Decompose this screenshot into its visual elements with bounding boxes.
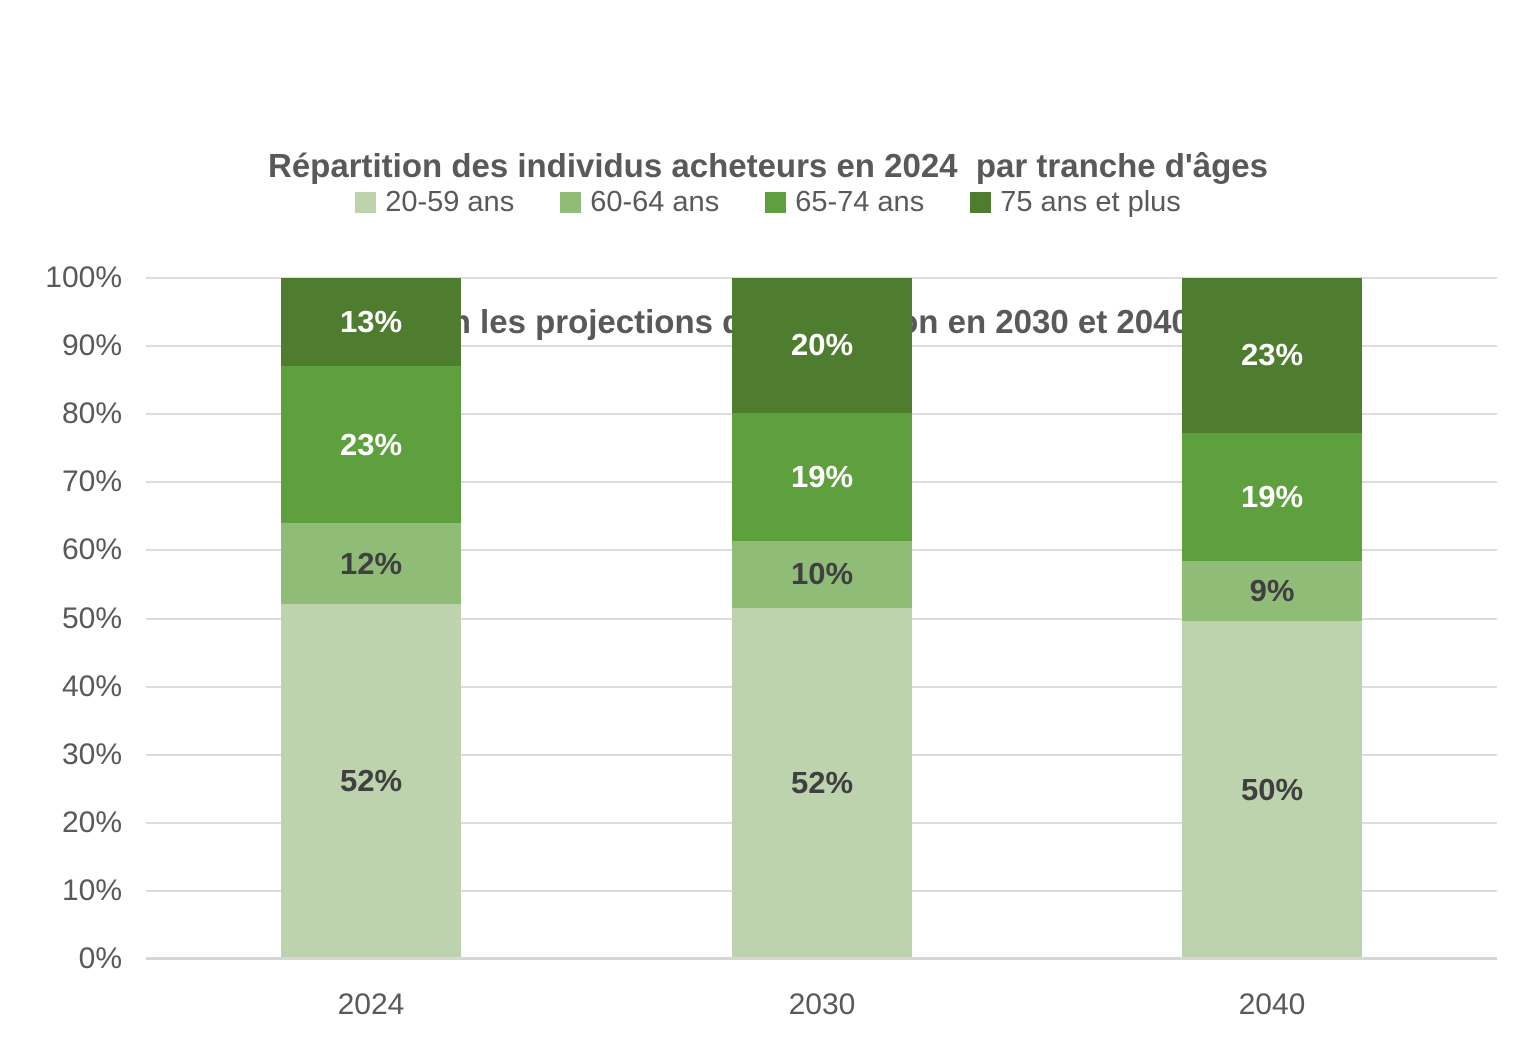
y-tick-label: 10% xyxy=(61,874,122,907)
legend-item: 20-59 ans xyxy=(355,186,514,219)
legend-label: 60-64 ans xyxy=(590,186,720,218)
data-label: 23% xyxy=(1240,337,1304,373)
legend-item: 75 ans et plus xyxy=(970,186,1181,219)
y-tick-label: 30% xyxy=(61,738,122,771)
legend-color-swatch xyxy=(560,192,582,213)
legend-color-swatch xyxy=(355,192,377,213)
bar-2024: 52% 12% 23% 13% xyxy=(281,278,461,958)
plot-area: 52% 12% 23% 13% 52% 10% 19% 20% 50% 9% 19% 23% xyxy=(146,277,1497,960)
y-tick-label: 0% xyxy=(78,942,122,975)
bar-segment: 23% xyxy=(281,366,461,523)
data-label: 10% xyxy=(790,556,854,592)
y-tick-label: 80% xyxy=(61,397,122,430)
bar-segment: 20% xyxy=(732,278,912,413)
bar-segment: 10% xyxy=(732,540,912,608)
y-tick-label: 60% xyxy=(61,533,122,566)
bar-2030: 52% 10% 19% 20% xyxy=(732,278,912,958)
legend-label: 75 ans et plus xyxy=(1000,186,1181,218)
bar-segment: 50% xyxy=(1182,621,1362,958)
data-label: 19% xyxy=(790,458,854,494)
bar-segment: 52% xyxy=(281,604,461,958)
chart-legend: 20-59 ans 60-64 ans 65-74 ans 75 ans et plu… xyxy=(0,186,1536,219)
y-tick-label: 90% xyxy=(61,329,122,362)
legend-item: 60-64 ans xyxy=(560,186,719,219)
y-tick-label: 70% xyxy=(61,465,122,498)
data-label: 19% xyxy=(1240,478,1304,514)
legend-color-swatch xyxy=(765,192,787,213)
x-tick-label: 2040 xyxy=(1238,988,1306,1021)
data-label: 52% xyxy=(790,764,854,800)
data-label: 20% xyxy=(790,327,854,363)
data-label: 52% xyxy=(339,763,403,799)
y-tick-label: 50% xyxy=(61,602,122,635)
chart-title-line1: Répartition des individus acheteurs en 2… xyxy=(267,147,1268,184)
legend-item: 65-74 ans xyxy=(765,186,924,219)
legend-color-swatch xyxy=(970,192,992,213)
x-tick-label: 2030 xyxy=(788,988,856,1021)
gridline xyxy=(146,277,1497,279)
y-tick-label: 100% xyxy=(45,261,122,294)
data-label: 9% xyxy=(1249,573,1295,609)
bar-segment: 23% xyxy=(1182,278,1362,433)
legend-label: 65-74 ans xyxy=(795,186,925,218)
data-label: 23% xyxy=(339,426,403,462)
bar-segment: 19% xyxy=(1182,432,1362,561)
bar-segment: 9% xyxy=(1182,560,1362,622)
bar-segment: 52% xyxy=(732,607,912,958)
data-label: 50% xyxy=(1240,771,1304,807)
bar-2040: 50% 9% 19% 23% xyxy=(1182,278,1362,958)
x-axis-line xyxy=(146,957,1497,960)
data-label: 13% xyxy=(339,304,403,340)
y-tick-label: 20% xyxy=(61,806,122,839)
data-label: 12% xyxy=(339,545,403,581)
bar-segment: 19% xyxy=(732,412,912,541)
bar-segment: 12% xyxy=(281,522,461,605)
x-tick-label: 2024 xyxy=(337,988,405,1021)
y-tick-label: 40% xyxy=(61,670,122,703)
bar-segment: 13% xyxy=(281,278,461,367)
legend-label: 20-59 ans xyxy=(385,186,515,218)
